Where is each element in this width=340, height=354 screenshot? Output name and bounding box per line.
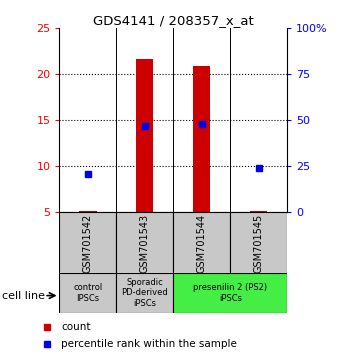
Title: GDS4141 / 208357_x_at: GDS4141 / 208357_x_at: [93, 14, 254, 27]
Bar: [136, 59, 153, 212]
Bar: [80, 211, 97, 212]
Text: GSM701544: GSM701544: [197, 214, 207, 273]
Text: cell line: cell line: [2, 291, 45, 301]
Text: presenilin 2 (PS2)
iPSCs: presenilin 2 (PS2) iPSCs: [193, 283, 268, 303]
Bar: [173, 273, 287, 313]
Bar: [250, 211, 267, 212]
Text: Sporadic
PD-derived
iPSCs: Sporadic PD-derived iPSCs: [122, 278, 168, 308]
Bar: [116, 273, 173, 313]
Bar: [231, 212, 287, 274]
Text: percentile rank within the sample: percentile rank within the sample: [61, 339, 237, 349]
Text: control
IPSCs: control IPSCs: [73, 283, 103, 303]
Text: GSM701543: GSM701543: [140, 214, 150, 273]
Text: count: count: [61, 321, 90, 332]
Text: GSM701542: GSM701542: [83, 214, 93, 273]
Bar: [173, 212, 231, 274]
Bar: [116, 212, 173, 274]
Bar: [193, 66, 210, 212]
Bar: [59, 212, 116, 274]
Text: GSM701545: GSM701545: [254, 214, 264, 273]
Bar: [59, 273, 116, 313]
